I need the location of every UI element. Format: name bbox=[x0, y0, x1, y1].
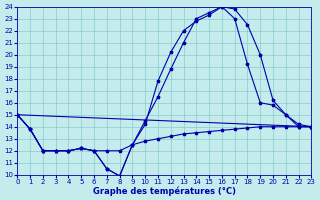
X-axis label: Graphe des températures (°C): Graphe des températures (°C) bbox=[93, 186, 236, 196]
